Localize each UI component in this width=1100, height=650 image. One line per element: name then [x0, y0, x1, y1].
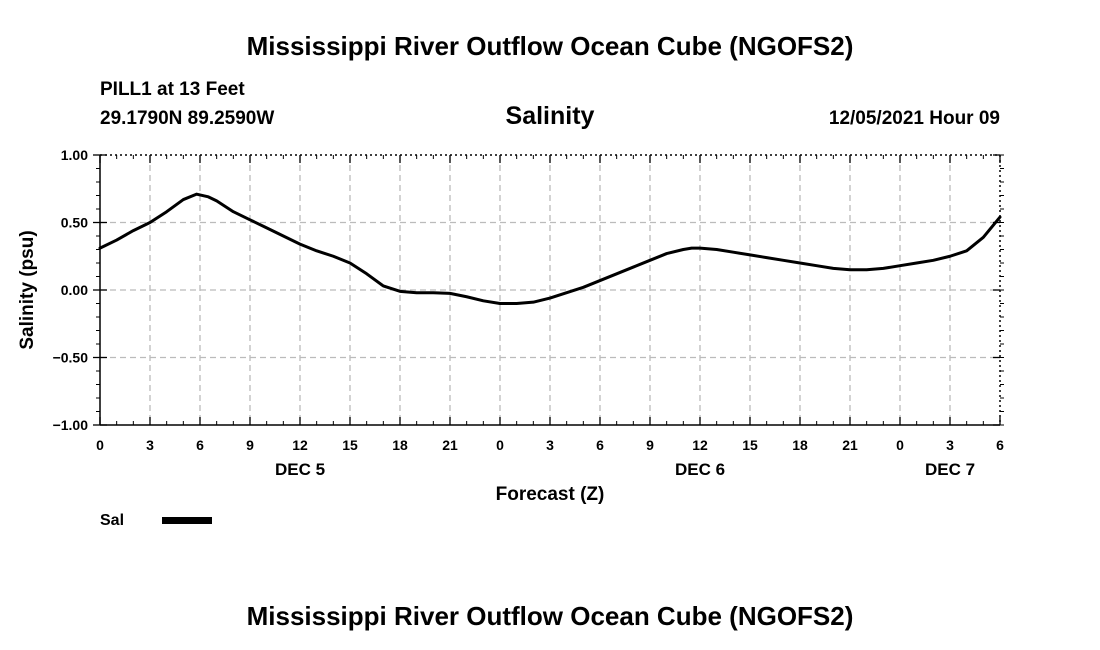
- run-time-label: 12/05/2021 Hour 09: [829, 108, 1000, 129]
- x-tick-label: 0: [896, 437, 904, 453]
- plot-axes: [93, 154, 1004, 426]
- x-tick-label: 6: [196, 437, 204, 453]
- day-label: DEC 7: [925, 460, 975, 479]
- x-tick-label: 18: [792, 437, 808, 453]
- station-label: PILL1 at 13 Feet: [100, 79, 245, 100]
- x-axis-label: Forecast (Z): [496, 484, 605, 505]
- legend-swatch-sal: [162, 517, 212, 524]
- y-tick-label: −1.00: [53, 417, 89, 433]
- x-tick-label: 6: [596, 437, 604, 453]
- y-tick-labels: 1.00 0.50 0.00 −0.50 −1.00: [53, 147, 89, 433]
- x-tick-label: 3: [146, 437, 154, 453]
- day-label: DEC 6: [675, 460, 725, 479]
- y-axis-label: Salinity (psu): [17, 230, 38, 349]
- x-tick-label: 3: [946, 437, 954, 453]
- x-tick-label: 0: [496, 437, 504, 453]
- location-label: 29.1790N 89.2590W: [100, 108, 274, 129]
- x-tick-label: 21: [442, 437, 458, 453]
- x-tick-label: 18: [392, 437, 408, 453]
- x-tick-label: 21: [842, 437, 858, 453]
- x-tick-label: 9: [646, 437, 654, 453]
- y-tick-label: −0.50: [53, 350, 89, 366]
- series-line-sal: [98, 192, 1002, 305]
- series-group: [98, 192, 1002, 305]
- x-tick-label: 6: [996, 437, 1004, 453]
- x-tick-label: 9: [246, 437, 254, 453]
- day-label: DEC 5: [275, 460, 325, 479]
- legend-label-sal: Sal: [100, 512, 124, 529]
- grid-lines: [100, 155, 1000, 425]
- x-tick-label: 0: [96, 437, 104, 453]
- x-tick-label: 12: [692, 437, 708, 453]
- x-tick-label: 3: [546, 437, 554, 453]
- chart-title: Mississippi River Outflow Ocean Cube (NG…: [247, 31, 854, 61]
- y-tick-label: 0.50: [61, 215, 88, 231]
- x-tick-labels: 0 3 6 9 12 15 18 21 0 3 6 9 12 15 18 21 0 3 6: [96, 437, 1004, 453]
- y-tick-label: 0.00: [61, 282, 88, 298]
- y-tick-label: 1.00: [61, 147, 88, 163]
- footer-title: Mississippi River Outflow Ocean Cube (NG…: [247, 601, 854, 631]
- day-labels: DEC 5 DEC 6 DEC 7: [275, 460, 975, 479]
- chart-subtitle: Salinity: [506, 102, 595, 130]
- x-tick-label: 15: [742, 437, 758, 453]
- x-tick-label: 15: [342, 437, 358, 453]
- x-tick-label: 12: [292, 437, 308, 453]
